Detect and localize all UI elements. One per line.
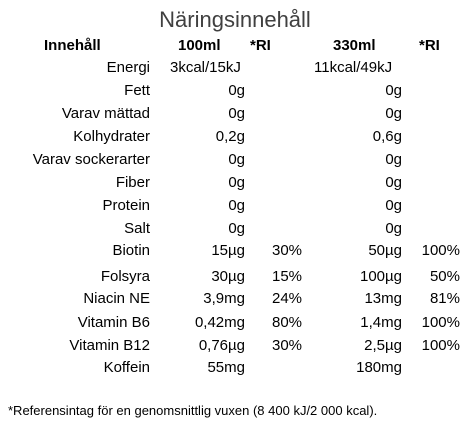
value-100ml: 55mg (207, 359, 245, 376)
nutrient-name: Varav mättad (61, 105, 150, 122)
nutrient-name: Varav sockerarter (32, 151, 150, 168)
ri-100ml: 30% (272, 337, 303, 354)
value-100ml: 0g (228, 220, 245, 237)
value-330ml: 13mg (364, 290, 402, 307)
nutrient-name: Energi (106, 59, 150, 76)
value-330ml: 0g (385, 82, 402, 99)
value-330ml: 0g (385, 151, 402, 168)
value-100ml: 0g (228, 151, 245, 168)
ri-100ml: 24% (272, 290, 303, 307)
ri-100ml: 30% (272, 242, 303, 259)
value-100ml: 0g (228, 82, 245, 99)
value-100ml: 0,76µg (198, 337, 245, 354)
value-330ml: 0g (385, 105, 402, 122)
value-100ml: 15µg (211, 242, 245, 259)
ri-100ml: 80% (272, 314, 303, 331)
value-100ml: 0g (228, 197, 245, 214)
ri-330ml: 100% (421, 242, 460, 259)
nutrient-name: Biotin (112, 242, 150, 259)
value-330ml: 11kcal/49kJ (314, 59, 393, 76)
table-row: Vitamin B12 0,76µg 30% 2,5µg 100% (0, 335, 470, 357)
table-row: Protein 0g 0g (0, 195, 470, 217)
value-330ml: 0g (385, 220, 402, 237)
ri-330ml: 100% (421, 337, 460, 354)
ri-330ml: 81% (429, 290, 460, 307)
ri-100ml: 15% (272, 268, 303, 285)
value-330ml: 1,4mg (360, 314, 402, 331)
header-per-100ml: 100ml (178, 37, 221, 54)
table-row: Kolhydrater 0,2g 0,6g (0, 126, 470, 148)
value-330ml: 100µg (359, 268, 402, 285)
nutrient-name: Salt (124, 220, 150, 237)
table-row: Koffein 55mg 180mg (0, 357, 470, 379)
nutrient-name: Fiber (115, 174, 150, 191)
table-row: Varav sockerarter 0g 0g (0, 149, 470, 171)
value-330ml: 0,6g (372, 128, 402, 145)
nutrient-name: Niacin NE (83, 290, 150, 307)
header-per-330ml: 330ml (333, 37, 376, 54)
footnote: *Referensintag för en genomsnittlig vuxe… (8, 403, 378, 418)
nutrient-name: Folsyra (100, 268, 150, 285)
value-330ml: 50µg (368, 242, 402, 259)
header-ri-330ml: *RI (419, 37, 440, 54)
ri-330ml: 100% (421, 314, 460, 331)
value-330ml: 0g (385, 197, 402, 214)
table-row: Salt 0g 0g (0, 218, 470, 240)
value-100ml: 30µg (211, 268, 245, 285)
table-row: Fett 0g 0g (0, 80, 470, 102)
value-100ml: 0,2g (215, 128, 245, 145)
table-row: Varav mättad 0g 0g (0, 103, 470, 125)
table-row: Energi 3kcal/15kJ 11kcal/49kJ (0, 57, 470, 79)
nutrient-name: Vitamin B6 (77, 314, 150, 331)
nutrient-name: Koffein (103, 359, 150, 376)
value-330ml: 180mg (356, 359, 402, 376)
nutrient-name: Protein (102, 197, 150, 214)
table-title: Näringsinnehåll (159, 7, 311, 32)
header-ri-100ml: *RI (250, 37, 271, 54)
header-content: Innehåll (44, 37, 101, 54)
table-row: Folsyra 30µg 15% 100µg 50% (0, 266, 470, 288)
table-row: Fiber 0g 0g (0, 172, 470, 194)
value-100ml: 0g (228, 174, 245, 191)
nutrient-name: Vitamin B12 (69, 337, 150, 354)
nutrient-name: Fett (124, 82, 150, 99)
value-100ml: 3kcal/15kJ (170, 59, 241, 76)
table-row: Vitamin B6 0,42mg 80% 1,4mg 100% (0, 312, 470, 334)
nutrient-name: Kolhydrater (73, 128, 150, 145)
table-row: Niacin NE 3,9mg 24% 13mg 81% (0, 288, 470, 310)
value-330ml: 0g (385, 174, 402, 191)
value-100ml: 0g (228, 105, 245, 122)
value-330ml: 2,5µg (364, 337, 402, 354)
value-100ml: 3,9mg (203, 290, 245, 307)
value-100ml: 0,42mg (194, 314, 245, 331)
ri-330ml: 50% (429, 268, 460, 285)
table-row: Biotin 15µg 30% 50µg 100% (0, 240, 470, 262)
